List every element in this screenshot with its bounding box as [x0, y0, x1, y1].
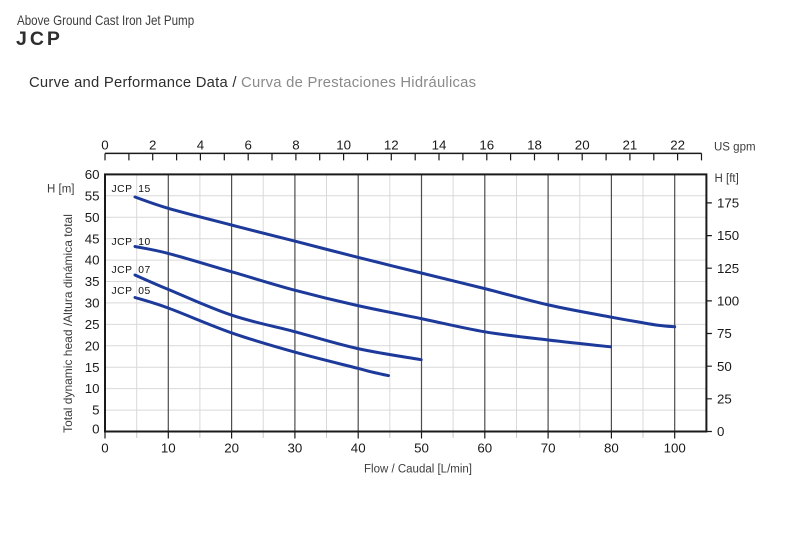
- svg-text:JCP 10: JCP 10: [112, 237, 151, 248]
- svg-text:50: 50: [414, 441, 429, 456]
- svg-text:14: 14: [432, 138, 447, 153]
- svg-text:JCP 15: JCP 15: [112, 184, 151, 195]
- svg-text:2: 2: [149, 138, 156, 153]
- svg-text:JCP 07: JCP 07: [112, 265, 151, 276]
- svg-text:175: 175: [717, 196, 739, 211]
- svg-text:0: 0: [101, 441, 108, 456]
- svg-text:35: 35: [85, 274, 100, 289]
- svg-text:6: 6: [244, 138, 251, 153]
- svg-text:55: 55: [85, 188, 100, 203]
- svg-text:5: 5: [92, 403, 99, 418]
- svg-text:50: 50: [717, 359, 732, 374]
- svg-text:Total dynamic head /Altura din: Total dynamic head /Altura dinámica tota…: [61, 214, 75, 433]
- svg-text:75: 75: [717, 326, 732, 341]
- svg-text:25: 25: [717, 391, 732, 406]
- svg-text:12: 12: [384, 138, 399, 153]
- svg-text:40: 40: [351, 441, 366, 456]
- svg-text:150: 150: [717, 228, 739, 243]
- svg-text:16: 16: [479, 138, 494, 153]
- svg-text:30: 30: [85, 296, 100, 311]
- svg-text:8: 8: [292, 138, 299, 153]
- svg-text:100: 100: [717, 294, 739, 309]
- svg-text:60: 60: [477, 441, 492, 456]
- svg-text:125: 125: [717, 261, 739, 276]
- svg-text:15: 15: [85, 360, 100, 375]
- svg-text:100: 100: [664, 441, 686, 456]
- svg-text:Flow / Caudal [L/min]: Flow / Caudal [L/min]: [364, 464, 472, 476]
- svg-text:10: 10: [85, 381, 100, 396]
- svg-text:70: 70: [541, 441, 556, 456]
- svg-text:4: 4: [197, 138, 204, 153]
- svg-text:45: 45: [85, 231, 100, 246]
- svg-text:21: 21: [623, 138, 638, 153]
- svg-text:H [ft]: H [ft]: [715, 173, 739, 185]
- svg-text:20: 20: [575, 138, 590, 153]
- svg-text:H [m]: H [m]: [47, 184, 74, 196]
- svg-text:10: 10: [161, 441, 176, 456]
- svg-text:0: 0: [92, 422, 99, 437]
- svg-text:60: 60: [85, 167, 100, 182]
- svg-text:18: 18: [527, 138, 542, 153]
- svg-text:30: 30: [288, 441, 303, 456]
- svg-text:20: 20: [85, 338, 100, 353]
- svg-text:US gpm: US gpm: [714, 142, 756, 154]
- svg-text:0: 0: [101, 138, 108, 153]
- svg-text:40: 40: [85, 253, 100, 268]
- svg-text:80: 80: [604, 441, 619, 456]
- svg-text:JCP 05: JCP 05: [112, 286, 151, 297]
- svg-text:0: 0: [717, 424, 724, 439]
- svg-text:50: 50: [85, 210, 100, 225]
- svg-text:10: 10: [336, 138, 351, 153]
- svg-text:22: 22: [670, 138, 685, 153]
- svg-text:20: 20: [224, 441, 239, 456]
- svg-text:25: 25: [85, 317, 100, 332]
